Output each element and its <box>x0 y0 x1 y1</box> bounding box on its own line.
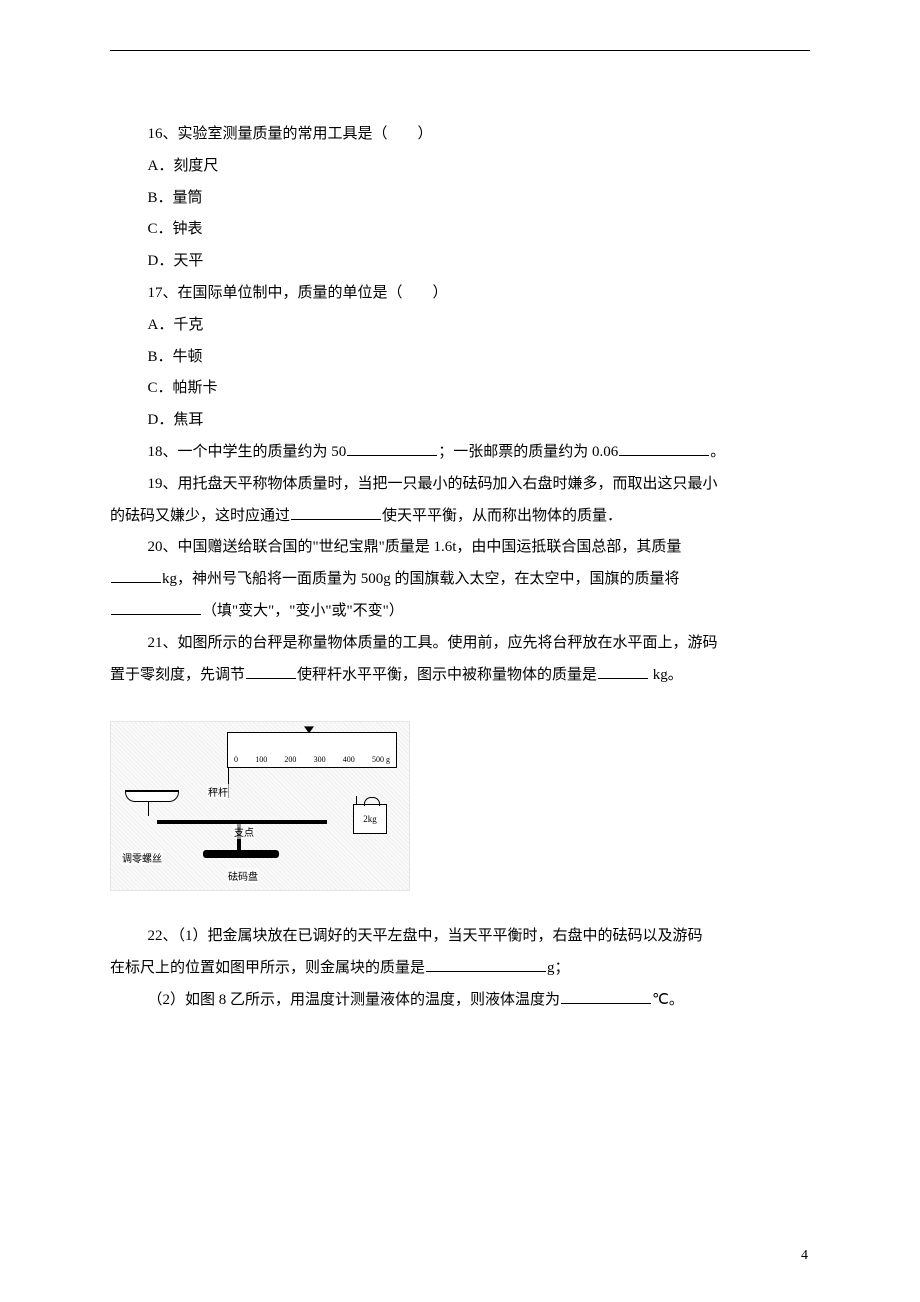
q17-opt-c: C．帕斯卡 <box>110 373 810 405</box>
q18-c: 。 <box>710 444 725 460</box>
q18-line: 18、一个中学生的质量约为 50 ；一张邮票的质量约为 0.06 。 <box>110 437 810 469</box>
q16-opt-c: C．钟表 <box>110 214 810 246</box>
ruler-ticks: 0 100 200 300 400 500 g <box>234 755 390 764</box>
ruler-closeup: 0 100 200 300 400 500 g <box>227 732 397 768</box>
tick-2: 200 <box>284 755 296 764</box>
top-rule <box>110 50 810 51</box>
tick-1: 100 <box>255 755 267 764</box>
label-beam: 秤杆 <box>207 784 229 799</box>
q17-opt-d: D．焦耳 <box>110 405 810 437</box>
q19-b: 的砝码又嫌少，这时应通过 <box>110 508 290 524</box>
weight-box: 2kg <box>353 804 387 834</box>
q21-c: 使秤杆水平平衡，图示中被称量物体的质量是 <box>297 667 597 683</box>
q22-line3: （2）如图 8 乙所示，用温度计测量液体的温度，则液体温度为 ℃。 <box>110 985 810 1017</box>
label-fulcrum: 支点 <box>233 824 255 839</box>
tick-3: 300 <box>314 755 326 764</box>
q20-line1: 20、中国赠送给联合国的"世纪宝鼎"质量是 1.6t，由中国运抵联合国总部，其质… <box>110 532 810 564</box>
q19-c: 使天平平衡，从而称出物体的质量． <box>382 508 622 524</box>
tick-5: 500 g <box>372 755 390 764</box>
q22-line1: 22、（1）把金属块放在已调好的天平左盘中，当天平平衡时，右盘中的砝码以及游码 <box>110 921 810 953</box>
q22-blank1 <box>426 956 546 973</box>
q20-line3: （填"变大"，"变小"或"不变"） <box>110 596 810 628</box>
label-zero-screw: 调零螺丝 <box>121 850 163 865</box>
q22-e: ℃。 <box>652 992 684 1008</box>
q19-line2: 的砝码又嫌少，这时应通过 使天平平衡，从而称出物体的质量． <box>110 501 810 533</box>
q20-blank1 <box>111 567 161 584</box>
tick-0: 0 <box>234 755 238 764</box>
scale-stand <box>125 814 385 864</box>
weighing-pan <box>125 790 179 802</box>
page-number: 4 <box>801 1248 808 1264</box>
q17-opt-b: B．牛顿 <box>110 342 810 374</box>
tick-4: 400 <box>343 755 355 764</box>
label-weight-tray: 砝码盘 <box>227 868 259 883</box>
q22-b: 在标尺上的位置如图甲所示，则金属块的质量是 <box>110 960 425 976</box>
q21-line2: 置于零刻度，先调节 使秤杆水平平衡，图示中被称量物体的质量是 kg。 <box>110 660 810 692</box>
q21-b: 置于零刻度，先调节 <box>110 667 245 683</box>
q21-blank1 <box>246 662 296 679</box>
q18-blank2 <box>619 439 709 456</box>
q16-opt-d: D．天平 <box>110 246 810 278</box>
q22-line2: 在标尺上的位置如图甲所示，则金属块的质量是 g； <box>110 953 810 985</box>
base <box>203 850 279 858</box>
q16-stem: 16、实验室测量质量的常用工具是（ ） <box>110 119 810 151</box>
q22-c: g； <box>547 960 570 976</box>
q21-line1: 21、如图所示的台秤是称量物体质量的工具。使用前，应先将台秤放在水平面上，游码 <box>110 628 810 660</box>
q20-blank2 <box>111 598 201 615</box>
q22-d: （2）如图 8 乙所示，用温度计测量液体的温度，则液体温度为 <box>148 992 561 1008</box>
q18-b: ；一张邮票的质量约为 0.06 <box>438 444 618 460</box>
q21-blank2 <box>598 662 648 679</box>
q17-stem: 17、在国际单位制中，质量的单位是（ ） <box>110 278 810 310</box>
q21-d: kg。 <box>649 667 683 683</box>
q18-a: 18、一个中学生的质量约为 50 <box>148 444 347 460</box>
ruler-pointer <box>304 726 314 733</box>
q16-opt-b: B．量筒 <box>110 183 810 215</box>
q18-blank1 <box>347 439 437 456</box>
q21-figure: 0 100 200 300 400 500 g 2kg 秤杆 支点 调零螺丝 砝… <box>110 721 410 891</box>
q16-opt-a: A．刻度尺 <box>110 151 810 183</box>
q17-opt-a: A．千克 <box>110 310 810 342</box>
q19-blank <box>291 503 381 520</box>
q22-blank2 <box>561 987 651 1004</box>
q20-line2: kg，神州号飞船将一面质量为 500g 的国旗载入太空，在太空中，国旗的质量将 <box>110 564 810 596</box>
q19-line1: 19、用托盘天平称物体质量时，当把一只最小的砝码加入右盘时嫌多，而取出这只最小 <box>110 469 810 501</box>
q20-c: （填"变大"，"变小"或"不变"） <box>202 603 404 619</box>
q20-b: kg，神州号飞船将一面质量为 500g 的国旗载入太空，在太空中，国旗的质量将 <box>162 571 680 587</box>
